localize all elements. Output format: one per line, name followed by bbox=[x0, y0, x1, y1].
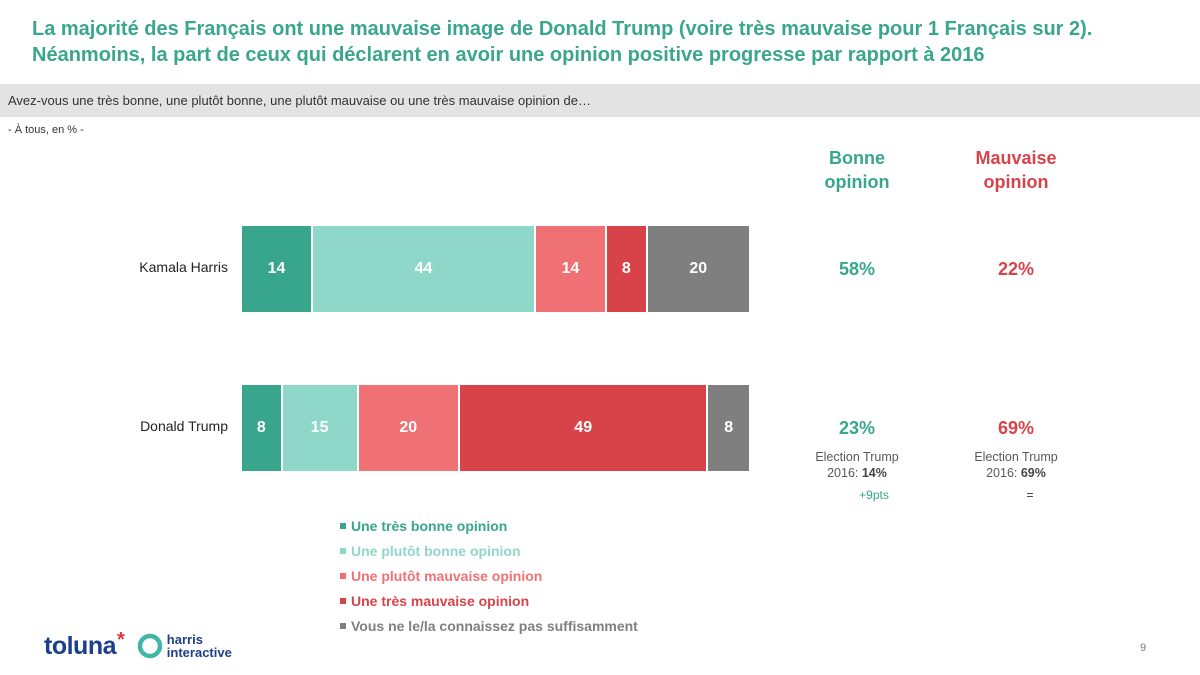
bar-value-label: 15 bbox=[310, 419, 329, 436]
legend-label: Une très mauvaise opinion bbox=[351, 593, 530, 609]
legend-item-unknown: Vous ne le/la connaissez pas suffisammen… bbox=[340, 616, 638, 641]
bar-value-label: 20 bbox=[689, 260, 708, 277]
legend-label: Une plutôt bonne opinion bbox=[351, 543, 521, 559]
legend-swatch bbox=[340, 523, 346, 530]
bad-note-value: 69% bbox=[1020, 466, 1046, 480]
good-note-prefix: 2016: bbox=[827, 466, 862, 480]
bad-opinion-header: Mauvaise opinion bbox=[931, 146, 1101, 194]
bar-value-label: 20 bbox=[399, 419, 418, 436]
legend-label: Une très bonne opinion bbox=[351, 518, 508, 534]
bar-segment-unknown: 8 bbox=[708, 385, 749, 471]
bar-segment-rather-good: 15 bbox=[282, 385, 359, 471]
bar-segment-very-bad: 8 bbox=[607, 226, 648, 312]
bad-header-line1: Mauvaise bbox=[975, 148, 1057, 168]
bar-trump: 8 15 20 49 8 bbox=[242, 385, 749, 471]
bar-segment-rather-good: 44 bbox=[312, 226, 537, 312]
legend-swatch bbox=[340, 598, 346, 605]
bar-segment-very-bad: 49 bbox=[459, 385, 709, 471]
trump-bad-2016-note: Election Trump 2016: 69% bbox=[931, 449, 1101, 481]
legend-swatch bbox=[340, 548, 346, 555]
bar-segment-rather-bad: 20 bbox=[358, 385, 460, 471]
good-note-line1: Election Trump bbox=[815, 450, 899, 464]
bar-segment-unknown: 20 bbox=[647, 226, 749, 312]
row-label-trump: Donald Trump bbox=[140, 418, 228, 434]
bar-segment-very-good: 8 bbox=[242, 385, 283, 471]
question-text: Avez-vous une très bonne, une plutôt bon… bbox=[8, 93, 591, 108]
harris-bad-total: 22% bbox=[997, 259, 1035, 279]
harris-logo-line2: interactive bbox=[166, 645, 232, 660]
bar-value-label: 49 bbox=[574, 419, 593, 436]
toluna-logo-text: toluna bbox=[44, 631, 117, 660]
trump-good-total: 23% bbox=[838, 418, 876, 438]
bad-note-prefix: 2016: bbox=[986, 466, 1021, 480]
legend-item-very-bad: Une très mauvaise opinion bbox=[340, 591, 638, 616]
bar-segment-very-good: 14 bbox=[242, 226, 313, 312]
harris-good-total: 58% bbox=[838, 259, 876, 279]
trump-bad-total: 69% bbox=[997, 418, 1035, 438]
bar-harris: 14 44 14 8 20 bbox=[242, 226, 749, 312]
question-banner: Avez-vous une très bonne, une plutôt bon… bbox=[0, 84, 1200, 117]
base-note: - À tous, en % - bbox=[8, 124, 84, 136]
bar-value-label: 44 bbox=[414, 260, 433, 277]
good-delta: +9pts bbox=[859, 488, 889, 502]
legend-swatch bbox=[340, 623, 346, 630]
bad-note-line1: Election Trump bbox=[974, 450, 1058, 464]
bar-value-label: 8 bbox=[621, 260, 631, 277]
bar-value-label: 14 bbox=[561, 260, 580, 277]
title-line-1: La majorité des Français ont une mauvais… bbox=[32, 18, 1093, 40]
harris-ring-icon bbox=[137, 633, 163, 659]
trump-good-2016-note: Election Trump 2016: 14% bbox=[772, 449, 942, 481]
bar-segment-rather-bad: 14 bbox=[536, 226, 608, 312]
footer-logos: toluna * harris interactive bbox=[44, 628, 232, 662]
bar-value-label: 8 bbox=[724, 419, 734, 436]
title-line-2: Néanmoins, la part de ceux qui déclarent… bbox=[32, 44, 985, 66]
legend-label: Une plutôt mauvaise opinion bbox=[351, 568, 543, 584]
bad-header-line2: opinion bbox=[983, 172, 1049, 192]
page-title: La majorité des Français ont une mauvais… bbox=[32, 16, 1172, 68]
harris-logo-text: harris interactive bbox=[167, 633, 232, 659]
legend-item-rather-bad: Une plutôt mauvaise opinion bbox=[340, 566, 638, 591]
good-note-value: 14% bbox=[861, 466, 887, 480]
good-header-line2: opinion bbox=[824, 172, 890, 192]
bad-delta: = bbox=[1026, 488, 1034, 502]
legend-label: Vous ne le/la connaissez pas suffisammen… bbox=[351, 618, 638, 634]
legend-swatch bbox=[340, 573, 346, 580]
page-number: 9 bbox=[1140, 642, 1147, 654]
legend-item-rather-good: Une plutôt bonne opinion bbox=[340, 541, 638, 566]
good-header-line1: Bonne bbox=[829, 148, 885, 168]
harris-logo-line1: harris bbox=[166, 632, 203, 647]
bar-value-label: 8 bbox=[256, 419, 266, 436]
row-label-harris: Kamala Harris bbox=[139, 259, 228, 275]
bar-value-label: 14 bbox=[267, 260, 286, 277]
chart-legend: Une très bonne opinion Une plutôt bonne o… bbox=[340, 516, 638, 641]
good-opinion-header: Bonne opinion bbox=[772, 146, 942, 194]
legend-item-very-good: Une très bonne opinion bbox=[340, 516, 638, 541]
toluna-star-icon: * bbox=[117, 628, 125, 651]
